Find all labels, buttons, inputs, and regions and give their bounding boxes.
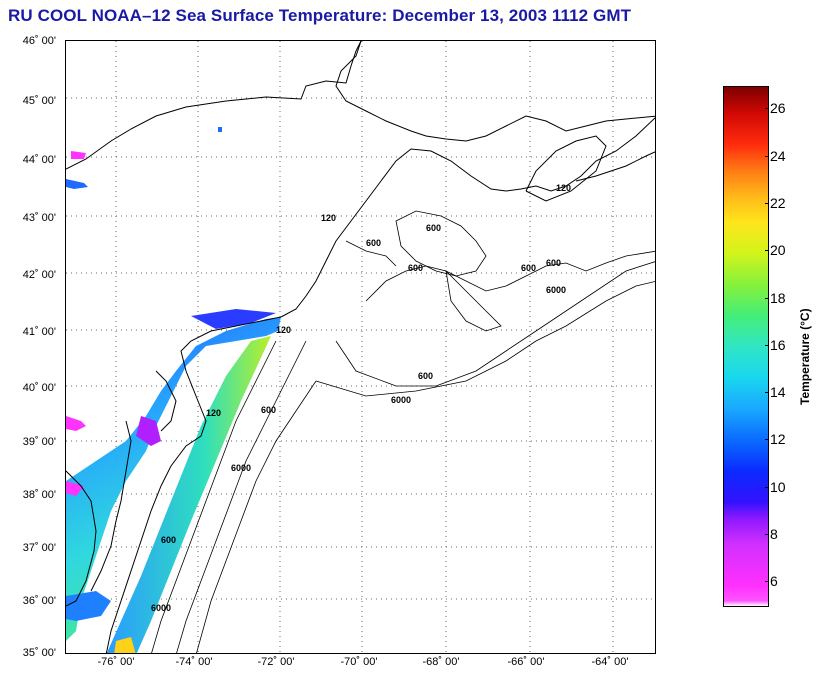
contour-label-600c: 600 <box>408 263 423 273</box>
contour-label-600: 600 <box>366 238 381 248</box>
contour-label-600f: 600 <box>418 371 433 381</box>
colorbar-tick-18: 18 <box>765 290 786 306</box>
lat-label-43: 43˚ 00' <box>22 212 56 224</box>
graticule <box>66 41 655 653</box>
contour-label-600g: 600 <box>261 405 276 415</box>
contour-label-600e: 600 <box>546 258 561 268</box>
contour-label-120d: 120 <box>206 408 221 418</box>
lon-label-minus76: -76˚ 00' <box>97 656 135 668</box>
colorbar-label: Temperature (°C) <box>798 308 812 405</box>
lat-label-36: 36˚ 00' <box>22 595 56 607</box>
bathymetry-contours <box>151 210 655 653</box>
colorbar-tick-26: 26 <box>765 100 786 116</box>
lat-label-45: 45˚ 00' <box>22 95 56 107</box>
page-title: RU COOL NOAA–12 Sea Surface Temperature:… <box>8 6 632 25</box>
colorbar-tick-20: 20 <box>765 242 786 258</box>
colorbar-tick-12: 12 <box>765 431 786 447</box>
lat-label-40: 40˚ 00' <box>22 382 56 394</box>
sst-data-layer <box>66 127 281 653</box>
lat-label-44: 44˚ 00' <box>22 154 56 166</box>
lat-label-37: 37˚ 00' <box>22 542 56 554</box>
colorbar-tick-8: 8 <box>765 526 778 542</box>
lat-label-46: 46˚ 00' <box>22 35 56 47</box>
lat-label-42: 42˚ 00' <box>22 269 56 281</box>
colorbar-tick-16: 16 <box>765 337 786 353</box>
lat-label-38: 38˚ 00' <box>22 489 56 501</box>
contour-label-600h: 600 <box>161 535 176 545</box>
contour-label-6000d: 6000 <box>151 603 171 613</box>
sst-map[interactable]: 600 600 600 600 600 600 600 600 6000 600… <box>65 40 656 654</box>
temperature-colorbar <box>723 86 769 607</box>
lon-label-minus68: -68˚ 00' <box>422 656 460 668</box>
contour-label-120b: 120 <box>276 325 291 335</box>
colorbar-tick-6: 6 <box>765 573 778 589</box>
contour-label-6000: 6000 <box>546 285 566 295</box>
sst-map-canvas: 600 600 600 600 600 600 600 600 6000 600… <box>66 41 655 653</box>
contour-label-6000c: 6000 <box>231 463 251 473</box>
lon-label-minus70: -70˚ 00' <box>340 656 378 668</box>
contour-label-600d: 600 <box>521 263 536 273</box>
contour-label-6000b: 6000 <box>391 395 411 405</box>
contour-labels: 600 600 600 600 600 600 600 600 6000 600… <box>151 183 571 613</box>
lat-label-41: 41˚ 00' <box>22 326 56 338</box>
contour-label-600b: 600 <box>426 223 441 233</box>
lon-label-minus64: -64˚ 00' <box>591 656 629 668</box>
colorbar-tick-24: 24 <box>765 148 786 164</box>
contour-label-120: 120 <box>321 213 336 223</box>
lat-label-35: 35˚ 00' <box>22 647 56 659</box>
contour-label-120c: 120 <box>556 183 571 193</box>
colorbar-tick-22: 22 <box>765 195 786 211</box>
lon-label-minus72: -72˚ 00' <box>257 656 295 668</box>
lat-label-39: 39˚ 00' <box>22 436 56 448</box>
lon-label-minus66: -66˚ 00' <box>507 656 545 668</box>
colorbar-tick-10: 10 <box>765 479 786 495</box>
coastline <box>66 41 655 653</box>
colorbar-tick-14: 14 <box>765 384 786 400</box>
lon-label-minus74: -74˚ 00' <box>175 656 213 668</box>
